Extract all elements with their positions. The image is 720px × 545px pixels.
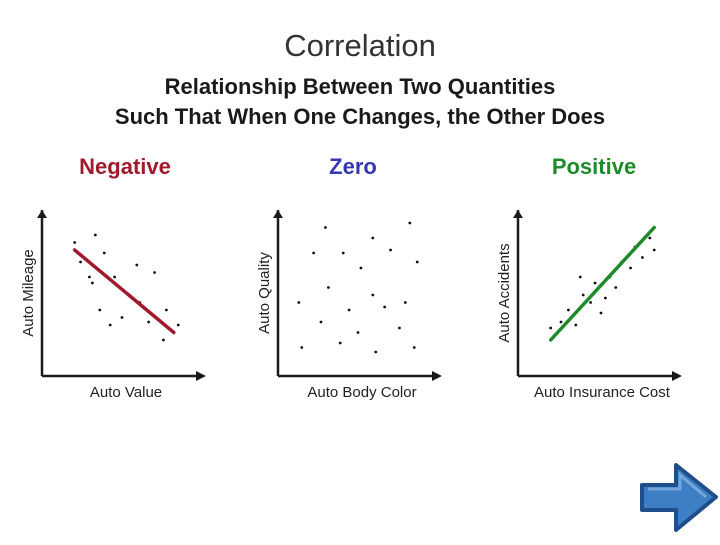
negative-point (93, 233, 97, 237)
subtitle: Relationship Between Two Quantities Such… (0, 72, 720, 132)
zero-point (408, 221, 412, 225)
zero-x-arrowhead (432, 371, 442, 381)
negative-point (147, 320, 151, 324)
zero-point (327, 286, 330, 289)
positive-point (629, 266, 632, 270)
zero-point (341, 251, 345, 255)
negative-point (162, 338, 165, 342)
zero-heading: Zero (329, 154, 377, 179)
positive-point (589, 301, 592, 304)
zero-point (383, 305, 387, 309)
negative-point (108, 323, 112, 327)
positive-point (578, 275, 582, 279)
negative-trend-line (72, 248, 176, 335)
zero-point (356, 331, 360, 334)
positive-point (599, 311, 603, 315)
positive-point (614, 286, 618, 289)
subtitle-line-2: Such That When One Changes, the Other Do… (114, 104, 606, 129)
zero-point (412, 346, 416, 349)
zero-point (324, 226, 327, 229)
zero-x-label: Auto Body Color (307, 384, 416, 401)
negative-x-label: Auto Value (90, 384, 162, 401)
zero-point (415, 260, 419, 264)
zero-y-label: Auto Quality (256, 252, 273, 334)
negative-point (73, 241, 77, 244)
zero-y-arrowhead (273, 210, 283, 218)
positive-point (604, 296, 607, 300)
zero-point (338, 341, 342, 345)
zero-point (403, 301, 407, 304)
zero-point (312, 251, 315, 255)
right-arrow-icon (640, 463, 718, 532)
zero-point (389, 248, 392, 252)
negative-x-arrowhead (196, 371, 206, 381)
negative-point (113, 275, 116, 279)
positive-point (593, 281, 597, 285)
positive-point (652, 248, 656, 252)
next-button[interactable] (636, 455, 720, 540)
zero-chart: Auto Body Color Auto Quality (256, 210, 442, 401)
negative-point (165, 308, 168, 312)
page-title: Correlation (284, 28, 436, 63)
zero-point (297, 301, 301, 304)
negative-y-label: Auto Mileage (20, 249, 37, 337)
zero-point (371, 236, 375, 240)
positive-point (641, 256, 644, 259)
zero-point (359, 266, 363, 270)
negative-point (88, 275, 91, 279)
negative-point (176, 323, 180, 327)
negative-point (102, 251, 106, 255)
negative-heading: Negative (79, 154, 171, 179)
zero-point (300, 346, 304, 349)
negative-y-arrowhead (37, 210, 47, 218)
positive-point (559, 320, 563, 324)
negative-point (135, 263, 139, 267)
positive-heading: Positive (551, 154, 637, 179)
negative-point (98, 308, 102, 312)
zero-point (319, 320, 323, 324)
subtitle-line-1: Relationship Between Two Quantities (164, 74, 556, 99)
positive-x-arrowhead (672, 371, 682, 381)
zero-point (347, 308, 351, 312)
negative-point (79, 260, 82, 264)
positive-point (549, 326, 553, 330)
negative-point (91, 281, 94, 285)
negative-point (153, 271, 156, 274)
zero-point (398, 326, 401, 330)
positive-trend-line (548, 225, 656, 342)
positive-y-arrowhead (513, 210, 523, 218)
zero-point (371, 293, 375, 297)
zero-point (374, 350, 378, 354)
negative-chart: Auto Value Auto Mileage (20, 210, 206, 401)
positive-x-label: Auto Insurance Cost (534, 384, 671, 401)
positive-chart: Auto Insurance Cost Auto Accidents (496, 210, 682, 401)
positive-point (567, 308, 570, 312)
positive-point (574, 323, 578, 327)
positive-point (581, 293, 585, 297)
positive-y-label: Auto Accidents (496, 243, 513, 342)
negative-point (120, 316, 124, 319)
positive-point (648, 236, 652, 240)
